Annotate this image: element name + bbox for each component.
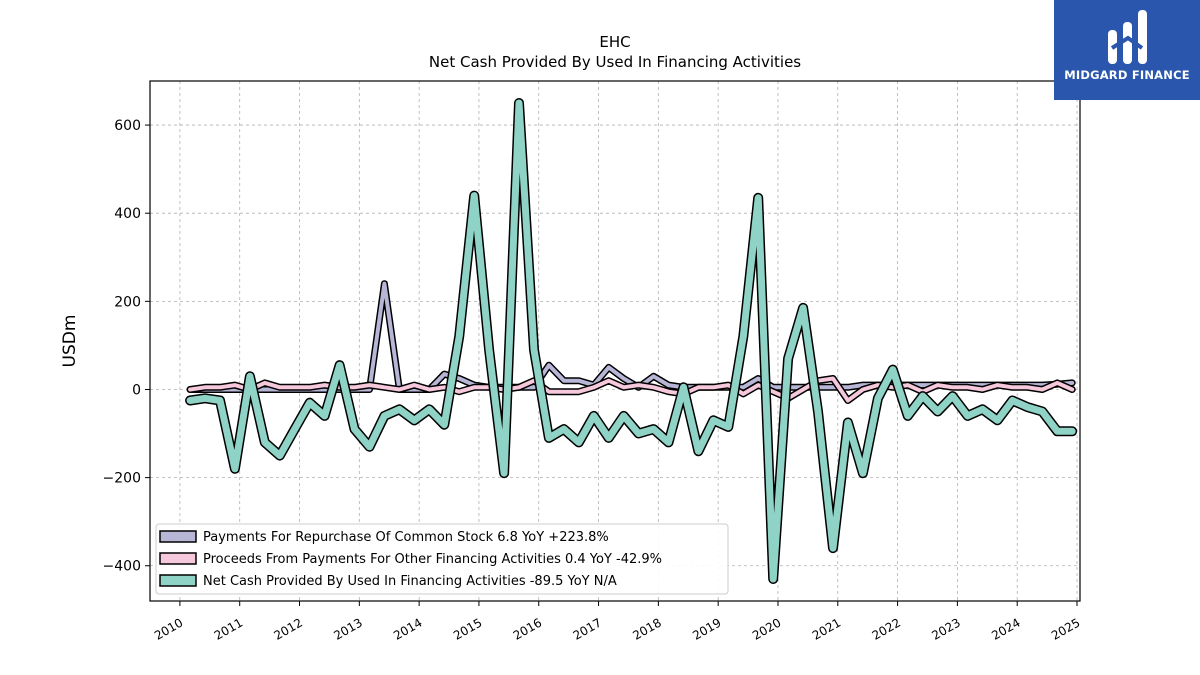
series-outline	[186, 280, 1076, 393]
legend-label: Payments For Repurchase Of Common Stock …	[203, 530, 609, 545]
series-line	[186, 99, 1076, 583]
legend-box	[155, 523, 729, 595]
chart-title: EHC	[599, 33, 630, 51]
x-tick-label: 2012	[272, 615, 305, 642]
x-tick-label: 2018	[630, 615, 663, 642]
brand-logo-mark-icon	[1108, 10, 1147, 64]
x-tick-label: 2020	[750, 615, 783, 642]
brand-name: MIDGARD FINANCE	[1064, 68, 1190, 82]
x-tick-label: 2024	[989, 615, 1022, 642]
x-tick-label: 2022	[870, 615, 903, 642]
series-line	[188, 281, 1075, 392]
series-lines	[185, 98, 1078, 584]
legend-swatch	[159, 574, 197, 587]
y-axis-label: USDm	[60, 315, 80, 368]
chart-subtitle: Net Cash Provided By Used In Financing A…	[429, 53, 801, 71]
x-tick-label: 2015	[451, 615, 484, 642]
legend-swatch	[159, 530, 197, 543]
x-tick-label: 2010	[152, 615, 185, 642]
y-axis: 600 400 200 0 −200 −400	[103, 118, 150, 575]
x-tick-label: 2021	[810, 615, 843, 642]
x-tick-label: 2014	[391, 615, 424, 642]
y-tick-label: 200	[114, 294, 141, 310]
x-tick-label: 2017	[571, 615, 604, 642]
legend-label: Net Cash Provided By Used In Financing A…	[203, 574, 617, 589]
y-tick-label: −400	[103, 559, 141, 575]
plot-area-frame	[149, 80, 1081, 602]
x-axis: 2010 2011 2012 2013 2014 2015 2016 2017 2018 2019…	[152, 601, 1083, 643]
x-tick-label: 2023	[929, 615, 962, 642]
x-tick-label: 2019	[690, 615, 723, 642]
y-tick-label: 0	[132, 382, 141, 398]
legend: Payments For Repurchase Of Common Stock …	[155, 523, 729, 595]
x-tick-label: 2011	[212, 615, 245, 642]
legend-label: Proceeds From Payments For Other Financi…	[203, 552, 662, 567]
x-tick-label: 2025	[1049, 615, 1082, 642]
y-tick-label: 600	[114, 118, 141, 134]
y-tick-label: −200	[103, 471, 141, 487]
grid	[150, 81, 1080, 601]
y-tick-label: 400	[114, 206, 141, 222]
legend-swatch	[159, 552, 197, 565]
series-outline	[185, 98, 1078, 584]
x-tick-label: 2013	[331, 615, 364, 642]
x-tick-label: 2016	[511, 615, 544, 642]
brand-logo: MIDGARD FINANCE	[1054, 0, 1200, 100]
